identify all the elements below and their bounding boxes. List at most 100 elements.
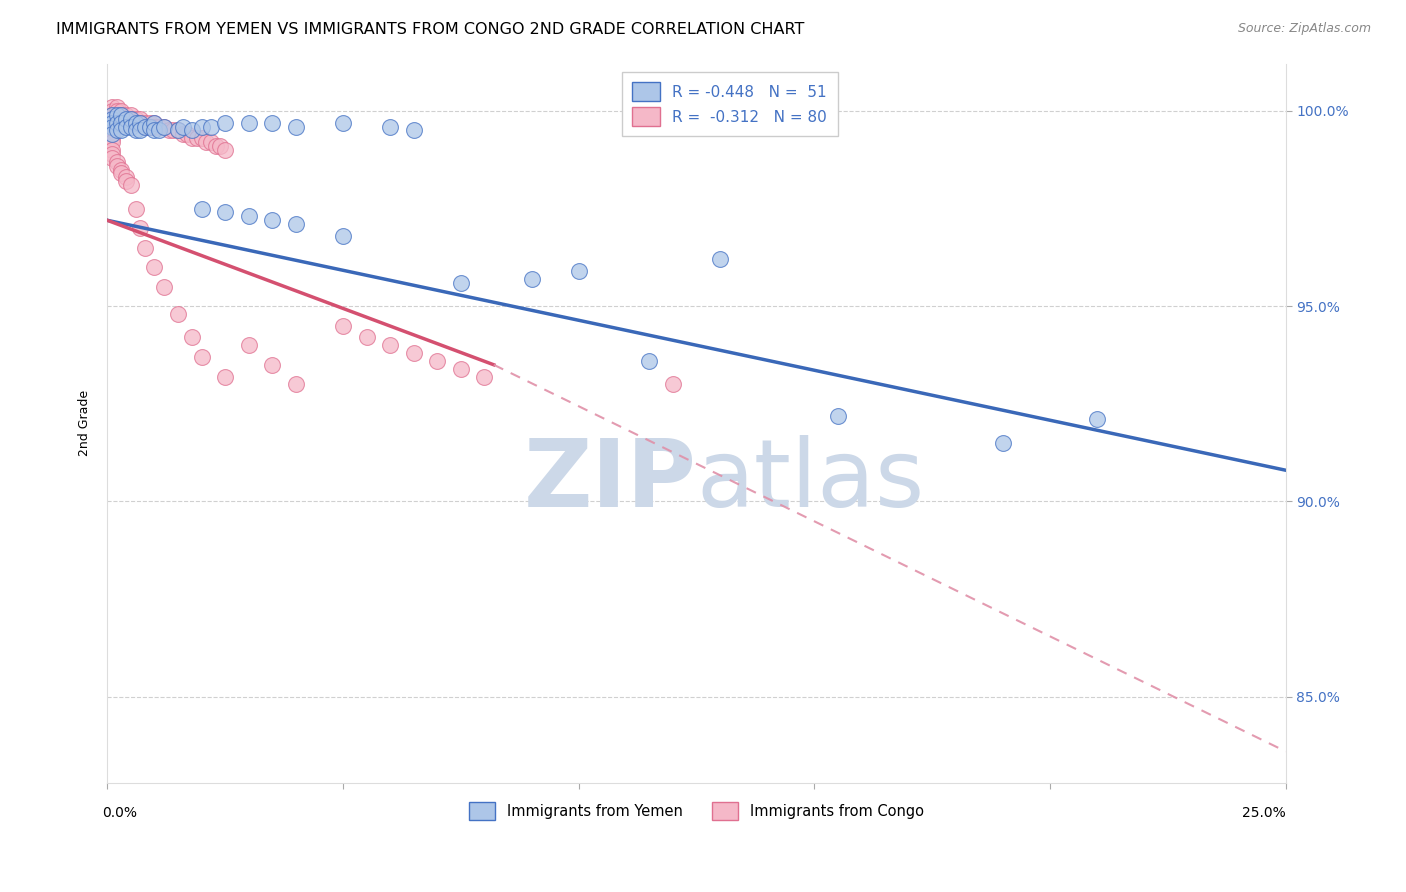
Point	[138, 120, 160, 134]
Point	[143, 260, 166, 274]
Point	[153, 120, 176, 134]
Point	[568, 264, 591, 278]
Point	[167, 307, 190, 321]
Point	[167, 123, 190, 137]
Point	[134, 120, 156, 134]
Point	[148, 120, 170, 134]
Text: ZIP: ZIP	[523, 435, 696, 527]
Point	[101, 120, 124, 134]
Point	[204, 139, 226, 153]
Point	[105, 115, 128, 129]
Point	[120, 108, 142, 122]
Point	[101, 108, 124, 122]
Point	[262, 213, 284, 227]
Point	[105, 108, 128, 122]
Point	[101, 112, 124, 126]
Point	[120, 115, 142, 129]
Point	[101, 135, 124, 149]
Point	[101, 120, 124, 134]
Point	[105, 115, 128, 129]
Point	[520, 272, 543, 286]
Point	[157, 123, 180, 137]
Point	[190, 120, 212, 134]
Point	[332, 115, 354, 129]
Point	[115, 115, 138, 129]
Y-axis label: 2nd Grade: 2nd Grade	[79, 391, 91, 457]
Point	[662, 377, 685, 392]
Point	[101, 143, 124, 157]
Point	[105, 100, 128, 114]
Point	[172, 120, 194, 134]
Text: 0.0%: 0.0%	[103, 806, 138, 820]
Text: Source: ZipAtlas.com: Source: ZipAtlas.com	[1237, 22, 1371, 36]
Point	[115, 120, 138, 134]
Point	[101, 100, 124, 114]
Point	[143, 115, 166, 129]
Point	[110, 166, 132, 180]
Point	[120, 112, 142, 126]
Point	[143, 123, 166, 137]
Point	[124, 112, 146, 126]
Point	[474, 369, 496, 384]
Point	[110, 108, 132, 122]
Point	[110, 115, 132, 129]
Point	[110, 123, 132, 137]
Point	[1085, 412, 1108, 426]
Point	[332, 318, 354, 333]
Point	[129, 115, 152, 129]
Point	[153, 279, 176, 293]
Point	[209, 139, 232, 153]
Point	[262, 358, 284, 372]
Point	[105, 103, 128, 118]
Point	[101, 151, 124, 165]
Point	[450, 361, 472, 376]
Point	[332, 228, 354, 243]
Point	[238, 210, 260, 224]
Point	[101, 147, 124, 161]
Point	[402, 123, 425, 137]
Point	[190, 131, 212, 145]
Point	[200, 120, 222, 134]
Point	[214, 205, 236, 219]
Point	[991, 436, 1014, 450]
Point	[214, 369, 236, 384]
Point	[120, 178, 142, 193]
Point	[186, 131, 208, 145]
Point	[124, 115, 146, 129]
Point	[120, 120, 142, 134]
Point	[181, 131, 204, 145]
Point	[115, 112, 138, 126]
Point	[110, 115, 132, 129]
Point	[262, 115, 284, 129]
Point	[115, 108, 138, 122]
Point	[426, 354, 449, 368]
Point	[162, 123, 184, 137]
Point	[214, 143, 236, 157]
Point	[172, 128, 194, 142]
Point	[110, 108, 132, 122]
Point	[134, 241, 156, 255]
Point	[101, 131, 124, 145]
Text: 25.0%: 25.0%	[1241, 806, 1285, 820]
Point	[115, 112, 138, 126]
Point	[134, 120, 156, 134]
Point	[101, 128, 124, 142]
Point	[101, 128, 124, 142]
Point	[378, 120, 401, 134]
Point	[827, 409, 849, 423]
Point	[129, 123, 152, 137]
Point	[284, 120, 307, 134]
Point	[101, 123, 124, 137]
Point	[200, 135, 222, 149]
Point	[238, 115, 260, 129]
Point	[356, 330, 378, 344]
Point	[110, 103, 132, 118]
Point	[190, 202, 212, 216]
Point	[115, 170, 138, 185]
Point	[190, 350, 212, 364]
Point	[143, 120, 166, 134]
Point	[124, 123, 146, 137]
Point	[176, 128, 198, 142]
Point	[195, 135, 218, 149]
Point	[143, 115, 166, 129]
